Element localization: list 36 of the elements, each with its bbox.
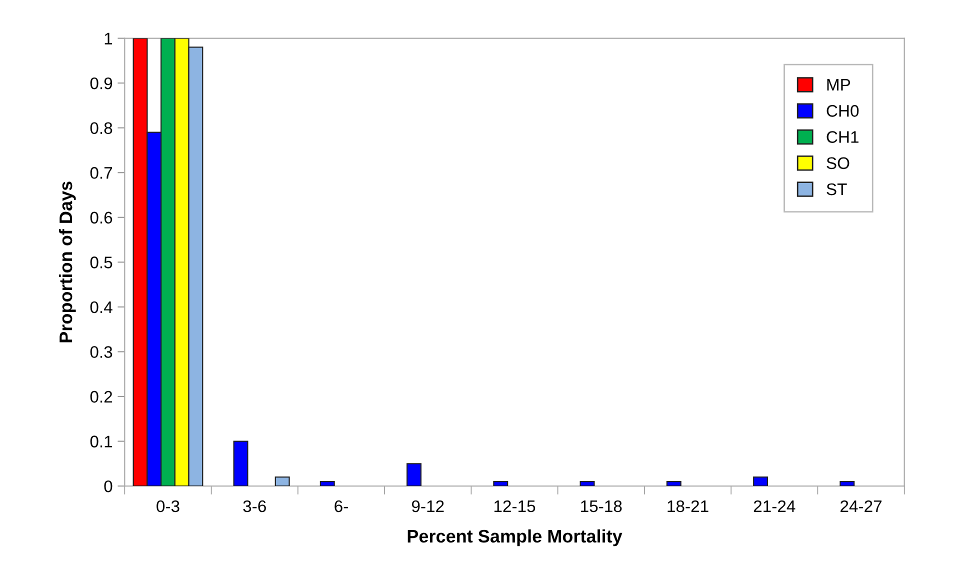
y-tick-label: 0.9 <box>90 77 112 90</box>
x-tick-label: 12-15 <box>494 500 536 512</box>
y-tick-label: 0.2 <box>90 390 112 403</box>
x-tick-label: 0-3 <box>156 500 180 512</box>
legend-label: SO <box>826 157 850 170</box>
bar <box>753 476 768 486</box>
x-tick-label: 18-21 <box>668 500 708 512</box>
bar <box>233 440 248 486</box>
x-tick-label: 6- <box>334 500 348 512</box>
y-tick-label: 0 <box>104 480 112 492</box>
x-axis-title: Percent Sample Mortality <box>408 529 622 546</box>
bar <box>320 481 335 486</box>
x-tick-label: 3-6 <box>243 500 266 512</box>
bar <box>840 481 855 486</box>
bar <box>580 481 595 486</box>
x-tick-label: 15-18 <box>581 500 622 512</box>
y-axis-title: Proportion of Days <box>58 182 76 342</box>
y-tick-label: 0.7 <box>90 167 112 179</box>
x-tick-label: 24-27 <box>840 500 882 512</box>
legend-label: CH0 <box>826 105 859 117</box>
y-tick-label: 0.1 <box>90 436 112 448</box>
y-tick-label: 0.4 <box>90 301 112 314</box>
bar <box>274 476 290 486</box>
legend-label: MP <box>827 79 850 91</box>
legend-label: CH1 <box>826 131 858 143</box>
y-tick-label: 0.8 <box>90 122 112 134</box>
legend-label: ST <box>826 183 847 196</box>
y-tick-label: 0.5 <box>90 256 112 268</box>
x-tick-label: 9-12 <box>412 500 444 512</box>
bar <box>666 481 682 486</box>
x-tick-label: 21-24 <box>754 500 796 512</box>
y-tick-label: 0.3 <box>90 346 112 358</box>
bar <box>493 481 508 486</box>
y-tick-label: 1 <box>104 32 112 44</box>
y-tick-label: 0.6 <box>90 212 112 224</box>
bar <box>406 463 422 486</box>
